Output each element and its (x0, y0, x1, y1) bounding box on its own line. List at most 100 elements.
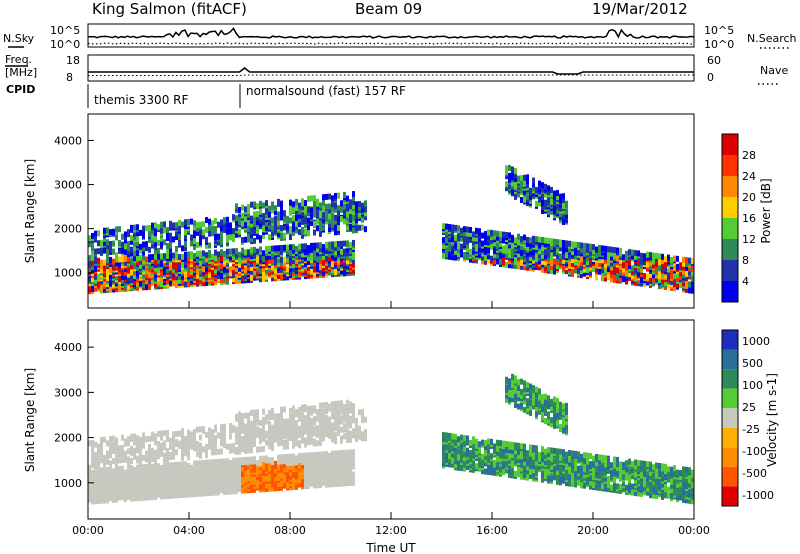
power-cell (94, 257, 97, 264)
velocity-cell (100, 445, 103, 452)
power-cell (640, 280, 643, 287)
velocity-cell (109, 450, 112, 457)
power-cell (523, 234, 526, 241)
velocity-cell (196, 426, 199, 433)
power-cell (580, 256, 583, 263)
velocity-cell (184, 483, 187, 490)
velocity-cell (106, 450, 109, 457)
power-cell (262, 256, 265, 263)
power-cell (142, 241, 145, 248)
power-cell (472, 231, 475, 238)
power-cell (214, 279, 217, 286)
power-cell (172, 236, 175, 243)
power-cell (274, 209, 277, 216)
power-cell (166, 235, 169, 242)
power-cell (655, 258, 658, 265)
power-cell (628, 249, 631, 256)
power-cell (460, 235, 463, 242)
power-cell (346, 203, 349, 210)
velocity-cell (127, 440, 130, 447)
power-cell (136, 264, 139, 271)
power-cell (544, 203, 547, 210)
power-cell (160, 241, 163, 248)
power-cell (328, 261, 331, 268)
power-cell (523, 174, 526, 181)
power-cell (106, 243, 109, 250)
power-cell (457, 225, 460, 232)
power-cell (91, 232, 94, 239)
velocity-cell (247, 445, 250, 452)
power-cell (502, 245, 505, 252)
power-cell (304, 228, 307, 235)
power-cell (589, 243, 592, 250)
velocity-cell (91, 439, 94, 446)
power-cell (673, 271, 676, 278)
power-cell (610, 246, 613, 253)
power-cell (130, 246, 133, 253)
power-cell (355, 213, 358, 220)
velocity-heatmap-cells (88, 373, 694, 505)
power-cell (673, 285, 676, 292)
power-cell (538, 200, 541, 207)
power-cell (154, 244, 157, 251)
power-cell (337, 225, 340, 232)
power-cell (517, 261, 520, 268)
velocity-cell (100, 483, 103, 490)
power-cell (97, 248, 100, 255)
power-cell (292, 229, 295, 236)
velocity-cell (217, 448, 220, 455)
power-cell (502, 237, 505, 244)
velocity-cell (328, 459, 331, 466)
power-cell (109, 266, 112, 273)
power-cell (103, 265, 106, 272)
power-cell (604, 257, 607, 264)
velocity-cell (328, 416, 331, 423)
power-cell (319, 246, 322, 253)
power-cell (349, 223, 352, 230)
power-cell (355, 225, 358, 232)
power-cell (226, 222, 229, 229)
power-cell (310, 260, 313, 267)
power-cell (106, 257, 109, 264)
velocity-cell (184, 450, 187, 457)
power-cell (328, 225, 331, 232)
velocity-cell (220, 448, 223, 455)
velocity-cell (136, 480, 139, 487)
power-cell (268, 245, 271, 252)
power-cell (97, 281, 100, 288)
velocity-cell (154, 457, 157, 464)
velocity-cell (193, 466, 196, 473)
power-cell (262, 213, 265, 220)
velocity-cell (130, 485, 133, 492)
power-cell (463, 230, 466, 237)
velocity-cell (166, 486, 169, 493)
velocity-cell (340, 472, 343, 479)
power-cell (88, 266, 91, 273)
velocity-cell (175, 430, 178, 437)
power-cell (610, 250, 613, 257)
power-cell (322, 224, 325, 231)
power-cell (562, 243, 565, 250)
velocity-cell (220, 470, 223, 477)
power-cell (676, 271, 679, 278)
velocity-cell (301, 479, 304, 486)
velocity-cell (142, 436, 145, 443)
power-cell (454, 242, 457, 249)
power-cell (304, 217, 307, 224)
power-cell (304, 221, 307, 228)
power-cell (157, 267, 160, 274)
velocity-cell (169, 451, 172, 458)
power-cell (235, 231, 238, 238)
power-cell (556, 190, 559, 197)
power-cell (502, 257, 505, 264)
velocity-cell (343, 426, 346, 433)
power-cell (181, 221, 184, 228)
velocity-cell (259, 446, 262, 453)
power-cell (199, 235, 202, 242)
power-cell (130, 250, 133, 257)
power-cell (175, 222, 178, 229)
velocity-cell (91, 446, 94, 453)
power-cell (163, 227, 166, 234)
velocity-cell (121, 457, 124, 464)
velocity-cell (289, 420, 292, 427)
